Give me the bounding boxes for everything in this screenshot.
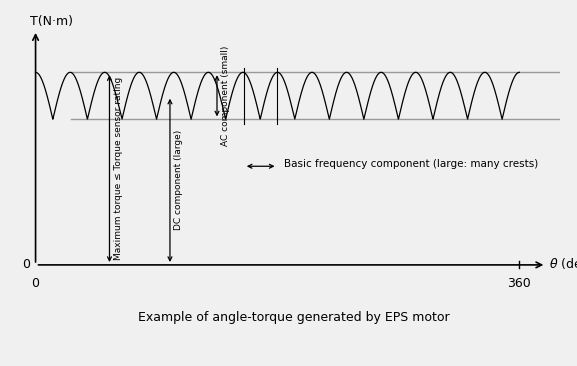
Text: 0: 0 [22, 258, 30, 272]
Text: Maximum torque ≤ Torque sensor rating: Maximum torque ≤ Torque sensor rating [114, 77, 122, 260]
Text: AC component (small): AC component (small) [221, 46, 230, 146]
Text: T(N·m): T(N·m) [30, 15, 73, 28]
Text: DC component (large): DC component (large) [174, 130, 183, 231]
Text: $\theta$ (deg): $\theta$ (deg) [549, 257, 577, 273]
Text: 360: 360 [508, 277, 531, 290]
Text: Basic frequency component (large: many crests): Basic frequency component (large: many c… [284, 159, 538, 169]
Text: 0: 0 [32, 277, 40, 290]
Text: Example of angle-torque generated by EPS motor: Example of angle-torque generated by EPS… [138, 311, 450, 324]
